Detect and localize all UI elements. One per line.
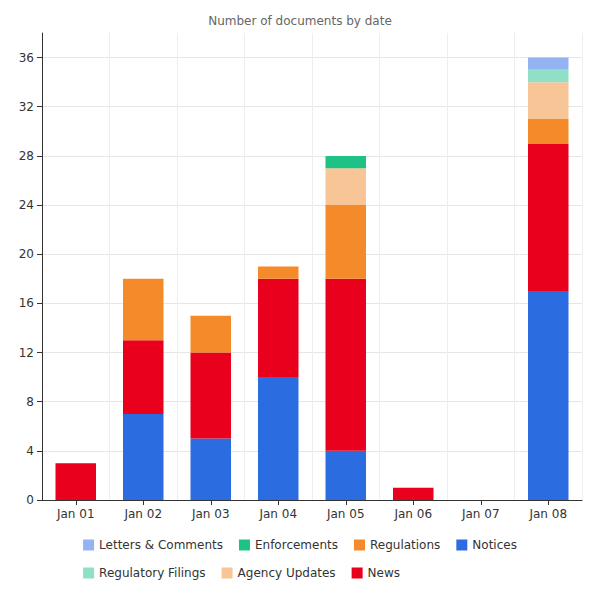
svg-text:Letters & Comments: Letters & Comments: [99, 538, 223, 552]
svg-text:0: 0: [26, 493, 34, 507]
svg-text:Regulations: Regulations: [370, 538, 440, 552]
svg-text:36: 36: [19, 51, 34, 65]
svg-text:Jan 04: Jan 04: [258, 507, 297, 521]
svg-text:Jan 02: Jan 02: [123, 507, 162, 521]
svg-text:20: 20: [19, 247, 34, 261]
svg-text:16: 16: [19, 296, 34, 310]
svg-text:Enforcements: Enforcements: [255, 538, 338, 552]
svg-text:Number of documents by date: Number of documents by date: [208, 14, 392, 28]
svg-text:Notices: Notices: [472, 538, 517, 552]
svg-text:Jan 08: Jan 08: [528, 507, 567, 521]
svg-text:Jan 07: Jan 07: [461, 507, 500, 521]
svg-text:24: 24: [19, 198, 34, 212]
svg-text:32: 32: [19, 100, 34, 114]
svg-text:Jan 06: Jan 06: [393, 507, 432, 521]
svg-text:28: 28: [19, 149, 34, 163]
svg-text:Jan 01: Jan 01: [56, 507, 95, 521]
svg-text:Jan 05: Jan 05: [326, 507, 365, 521]
svg-text:Jan 03: Jan 03: [191, 507, 230, 521]
svg-text:12: 12: [19, 346, 34, 360]
svg-text:News: News: [368, 566, 400, 580]
svg-text:4: 4: [26, 444, 34, 458]
svg-text:Regulatory Filings: Regulatory Filings: [99, 566, 206, 580]
svg-text:Agency Updates: Agency Updates: [238, 566, 336, 580]
svg-text:8: 8: [26, 395, 34, 409]
